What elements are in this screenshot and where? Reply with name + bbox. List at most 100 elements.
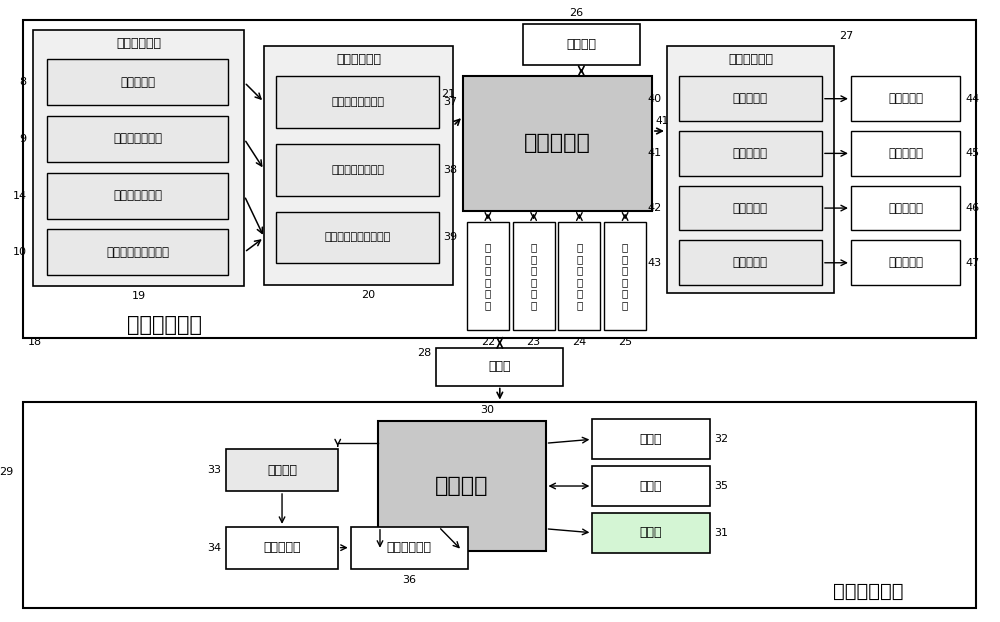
Bar <box>851 131 960 176</box>
Bar <box>851 186 960 231</box>
Text: 47: 47 <box>965 258 979 268</box>
Text: 信息检测模块: 信息检测模块 <box>116 37 161 50</box>
Bar <box>47 230 228 275</box>
Text: 微处理器: 微处理器 <box>435 476 489 496</box>
Text: 31: 31 <box>715 527 729 538</box>
Text: 29: 29 <box>0 467 14 477</box>
Text: 控制节点三: 控制节点三 <box>733 202 768 215</box>
Text: 38: 38 <box>443 165 457 175</box>
Bar <box>592 419 710 459</box>
Text: 控制节点四: 控制节点四 <box>733 256 768 269</box>
Text: 24: 24 <box>572 337 586 347</box>
Text: 44: 44 <box>965 94 979 104</box>
Text: 计时器: 计时器 <box>640 480 662 493</box>
Text: 气体浓度信息采集模块: 气体浓度信息采集模块 <box>324 233 391 243</box>
Text: 控制节点单元: 控制节点单元 <box>728 53 773 66</box>
Text: 26: 26 <box>569 7 583 17</box>
Bar <box>276 211 439 263</box>
Text: 32: 32 <box>715 434 729 444</box>
Bar <box>33 30 244 286</box>
Text: 报警器: 报警器 <box>640 433 662 446</box>
Text: 温度传感器: 温度传感器 <box>120 76 155 89</box>
Text: 23: 23 <box>527 337 541 347</box>
Text: 43: 43 <box>648 258 662 268</box>
Text: 第
二
对
比
模
块: 第 二 对 比 模 块 <box>530 242 537 310</box>
Bar <box>47 60 228 105</box>
Bar <box>436 348 563 386</box>
Bar <box>604 223 646 330</box>
Bar <box>226 449 338 491</box>
Bar <box>679 186 822 231</box>
Text: 36: 36 <box>402 575 416 585</box>
Bar <box>592 466 710 506</box>
Text: 37: 37 <box>443 97 457 107</box>
Bar <box>558 223 600 330</box>
Text: 39: 39 <box>443 233 457 243</box>
Text: 局域网: 局域网 <box>489 360 511 373</box>
Text: 14: 14 <box>12 191 26 201</box>
Text: 41: 41 <box>655 116 668 126</box>
Text: 中央处理器: 中央处理器 <box>524 134 591 154</box>
Text: 21: 21 <box>441 89 455 100</box>
Text: 湿度信息采集模块: 湿度信息采集模块 <box>331 165 384 175</box>
Text: 远程控制系统: 远程控制系统 <box>833 582 904 601</box>
Text: 第三电磁阀: 第三电磁阀 <box>888 256 923 269</box>
Bar <box>679 240 822 285</box>
Bar <box>679 77 822 121</box>
Text: 42: 42 <box>648 203 662 213</box>
Bar <box>463 77 652 211</box>
Bar <box>523 24 640 65</box>
Text: 控制节点一: 控制节点一 <box>733 92 768 105</box>
Bar <box>276 144 439 196</box>
Text: 20: 20 <box>361 290 376 300</box>
Text: 18: 18 <box>27 337 42 347</box>
Text: 8: 8 <box>19 77 26 87</box>
Bar <box>378 421 546 550</box>
Bar <box>47 116 228 162</box>
Text: 第
四
对
比
模
块: 第 四 对 比 模 块 <box>622 242 628 310</box>
Text: 19: 19 <box>132 291 146 301</box>
Text: 温度调节器: 温度调节器 <box>888 92 923 105</box>
Text: 第二电磁阀: 第二电磁阀 <box>888 202 923 215</box>
Bar <box>23 20 976 338</box>
Text: 35: 35 <box>715 481 729 491</box>
Bar <box>851 240 960 285</box>
Bar <box>47 173 228 218</box>
Text: 22: 22 <box>481 337 495 347</box>
Text: 控制面板模块: 控制面板模块 <box>387 541 432 554</box>
Text: 27: 27 <box>839 30 853 40</box>
Bar <box>679 131 822 176</box>
Text: 显示屏: 显示屏 <box>640 526 662 539</box>
Bar <box>276 77 439 128</box>
Text: 第二湿度传感器: 第二湿度传感器 <box>113 189 162 202</box>
Text: 34: 34 <box>207 542 221 553</box>
Bar <box>513 223 555 330</box>
Bar <box>23 402 976 608</box>
Bar <box>467 223 509 330</box>
Text: 自启动模块: 自启动模块 <box>263 541 301 554</box>
Bar <box>264 47 453 285</box>
Text: 存储模块: 存储模块 <box>566 38 596 51</box>
Bar <box>351 527 468 569</box>
Text: 9: 9 <box>19 134 26 144</box>
Text: 反馈模块: 反馈模块 <box>267 463 297 476</box>
Bar <box>851 77 960 121</box>
Text: 46: 46 <box>965 203 979 213</box>
Text: 25: 25 <box>618 337 632 347</box>
Text: 33: 33 <box>207 465 221 475</box>
Text: 第一电磁阀: 第一电磁阀 <box>888 147 923 160</box>
Text: 温度信息采集模块: 温度信息采集模块 <box>331 97 384 107</box>
Bar <box>592 513 710 552</box>
Bar <box>226 527 338 569</box>
Text: 控制节点二: 控制节点二 <box>733 147 768 160</box>
Text: 40: 40 <box>648 94 662 104</box>
Text: 41: 41 <box>648 149 662 159</box>
Text: 第一湿度传感器: 第一湿度传感器 <box>113 132 162 146</box>
Text: 30: 30 <box>480 406 494 415</box>
Text: 第
一
对
比
模
块: 第 一 对 比 模 块 <box>485 242 491 310</box>
Text: 信息采集模块: 信息采集模块 <box>336 53 381 66</box>
Text: 10: 10 <box>12 248 26 258</box>
Text: 28: 28 <box>417 348 431 358</box>
Text: 45: 45 <box>965 149 979 159</box>
Text: 第
三
对
比
模
块: 第 三 对 比 模 块 <box>576 242 582 310</box>
